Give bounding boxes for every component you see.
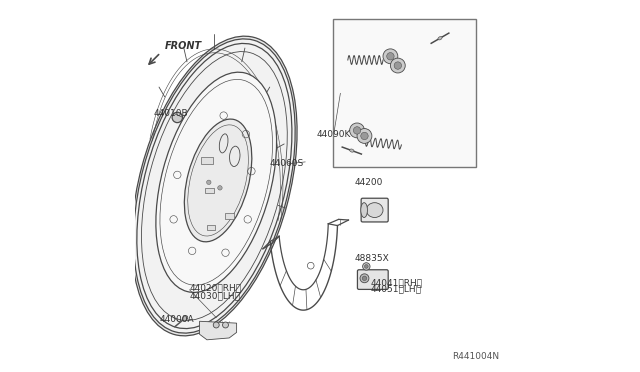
FancyBboxPatch shape bbox=[333, 19, 476, 167]
Circle shape bbox=[362, 276, 367, 280]
Text: 44200: 44200 bbox=[354, 178, 383, 187]
Circle shape bbox=[387, 52, 394, 60]
Circle shape bbox=[361, 132, 368, 140]
Polygon shape bbox=[207, 225, 215, 231]
Ellipse shape bbox=[132, 36, 297, 336]
Text: 44000A: 44000A bbox=[160, 315, 195, 324]
Ellipse shape bbox=[349, 149, 354, 152]
Polygon shape bbox=[225, 213, 234, 219]
Circle shape bbox=[383, 49, 398, 64]
Polygon shape bbox=[200, 321, 237, 340]
Polygon shape bbox=[202, 157, 212, 164]
Text: 44060S: 44060S bbox=[270, 159, 304, 168]
Circle shape bbox=[213, 322, 219, 328]
Circle shape bbox=[353, 127, 361, 134]
Text: R441004N: R441004N bbox=[452, 352, 500, 361]
Circle shape bbox=[357, 129, 372, 143]
Circle shape bbox=[390, 58, 405, 73]
Text: 44020〈RH〉: 44020〈RH〉 bbox=[189, 283, 242, 292]
Text: 44041〈RH〉: 44041〈RH〉 bbox=[371, 278, 423, 287]
Circle shape bbox=[363, 263, 370, 270]
FancyBboxPatch shape bbox=[361, 198, 388, 222]
Circle shape bbox=[360, 274, 369, 283]
Circle shape bbox=[207, 180, 211, 185]
Text: 44010B: 44010B bbox=[154, 109, 189, 118]
Circle shape bbox=[223, 322, 228, 328]
Polygon shape bbox=[205, 188, 214, 193]
Ellipse shape bbox=[182, 316, 188, 321]
Ellipse shape bbox=[156, 72, 276, 292]
Ellipse shape bbox=[366, 203, 383, 218]
Ellipse shape bbox=[184, 119, 252, 242]
Text: FRONT: FRONT bbox=[164, 41, 202, 51]
Circle shape bbox=[172, 112, 182, 123]
Ellipse shape bbox=[134, 39, 295, 333]
Ellipse shape bbox=[438, 36, 442, 40]
Circle shape bbox=[394, 62, 401, 69]
Text: 44090K: 44090K bbox=[317, 129, 351, 139]
Text: 48835X: 48835X bbox=[354, 254, 389, 263]
Circle shape bbox=[364, 264, 368, 268]
Circle shape bbox=[349, 123, 364, 138]
Text: 44030〈LH〉: 44030〈LH〉 bbox=[189, 291, 241, 300]
FancyBboxPatch shape bbox=[357, 270, 388, 289]
Circle shape bbox=[218, 186, 222, 190]
Text: 44051〈LH〉: 44051〈LH〉 bbox=[371, 285, 422, 294]
Ellipse shape bbox=[361, 203, 367, 218]
